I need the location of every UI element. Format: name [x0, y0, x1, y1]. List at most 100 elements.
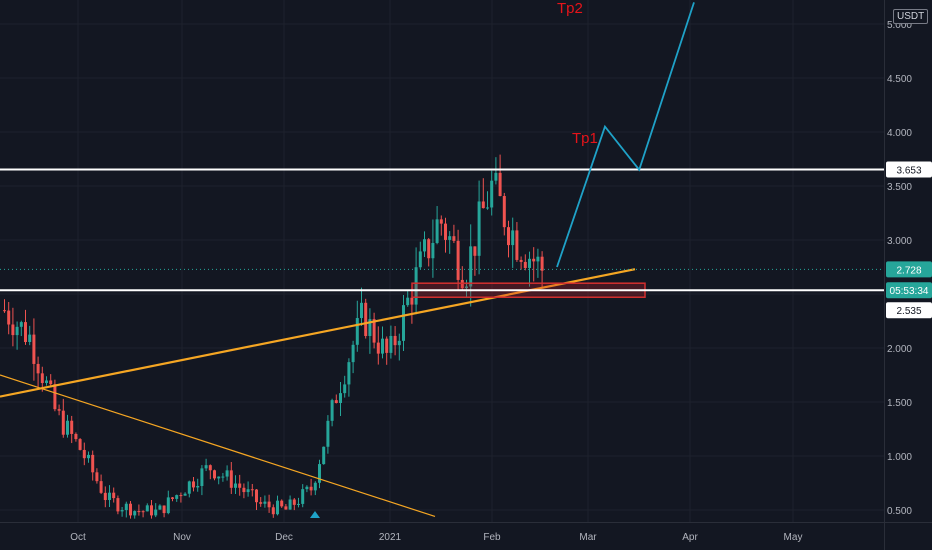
candle-body [162, 505, 166, 514]
candle-body [137, 511, 141, 513]
candle-body [372, 319, 376, 343]
candle-body [347, 362, 351, 385]
candle-body [494, 172, 498, 181]
candle-body [53, 384, 57, 410]
tp2-label: Tp2 [557, 0, 583, 17]
candle-body [158, 505, 162, 510]
candle-body [7, 310, 11, 325]
candle-body [246, 489, 250, 493]
x-axis-separator [0, 522, 932, 523]
candle-body [112, 492, 116, 499]
current-price-label: 2.728 [896, 265, 921, 276]
candle-body [502, 196, 506, 228]
candle-body [532, 258, 536, 262]
y-tick-label: 4.500 [887, 74, 912, 85]
candle-body [145, 505, 149, 512]
candle-body [431, 242, 435, 259]
candle-body [452, 236, 456, 241]
candle-body [87, 454, 90, 459]
candle-body [288, 499, 292, 510]
candle-body [242, 487, 246, 493]
y-axis: 0.5001.0001.5002.0002.5003.0003.5004.000… [886, 20, 932, 517]
candle-body [179, 495, 183, 497]
candle-body [368, 319, 372, 337]
candle-body [460, 279, 464, 289]
candle-body [78, 439, 82, 450]
candle-body [66, 420, 69, 435]
candle-body [456, 240, 460, 280]
candle-body [19, 322, 23, 327]
y-tick-label: 1.000 [887, 452, 912, 463]
candle-body [11, 324, 15, 336]
candle-body [45, 380, 48, 384]
candle-body [217, 476, 221, 479]
candle-body [271, 507, 275, 515]
resistance-label: 3.653 [896, 165, 921, 176]
candle-body [124, 503, 128, 511]
currency-label[interactable]: USDT [893, 9, 929, 24]
candle-body [183, 493, 187, 496]
candle-body [318, 464, 321, 483]
candle-body [32, 334, 36, 364]
y-tick-label: 2.000 [887, 344, 912, 355]
x-tick-label: Oct [70, 532, 86, 543]
candle-body [141, 511, 145, 513]
projection-path [556, 2, 695, 268]
candle-body [507, 227, 510, 246]
y-tick-label: 4.000 [887, 128, 912, 139]
candle-body [297, 503, 300, 505]
y-tick-label: 3.000 [887, 236, 912, 247]
y-axis-separator [884, 0, 885, 550]
candle-body [49, 380, 53, 385]
candle-body [528, 258, 531, 268]
candle-body [200, 468, 204, 486]
candle-body [292, 499, 296, 505]
x-tick-label: 2021 [379, 532, 402, 543]
candle-body [175, 495, 179, 499]
candle-body [70, 420, 74, 434]
candle-body [225, 470, 229, 477]
y-tick-label: 3.500 [887, 182, 912, 193]
candle-body [171, 497, 174, 499]
candle-body [204, 465, 208, 469]
x-axis: Oct Nov Dec 2021 Feb Mar Apr May [70, 532, 802, 543]
candle-body [192, 481, 195, 488]
x-tick-label: Feb [483, 532, 501, 543]
candle-body [444, 223, 447, 240]
candle-body [74, 433, 78, 440]
candle-body [402, 305, 405, 341]
candle-body [154, 509, 158, 516]
candle-body [414, 267, 418, 305]
candle-body [95, 472, 99, 482]
candle-body [519, 259, 523, 262]
candle-body [486, 207, 489, 209]
candle-body [213, 470, 216, 479]
x-tick-label: Apr [682, 532, 698, 543]
candle-body [364, 302, 368, 337]
countdown-label-box [886, 282, 932, 299]
candle-body [389, 335, 393, 353]
candle-body [469, 246, 473, 287]
x-tick-label: Dec [275, 532, 293, 543]
candle-body [523, 261, 527, 268]
candle-body [473, 246, 477, 256]
candle-body [108, 492, 111, 501]
candle-body [406, 297, 410, 306]
candle-body [99, 481, 103, 493]
candle-body [61, 410, 65, 435]
candle-body [40, 373, 44, 384]
candle-body [498, 172, 502, 197]
countdown-label: 05:53:34 [890, 286, 929, 297]
candle-body [36, 363, 40, 374]
candle-body [284, 506, 288, 510]
candle-body [334, 400, 338, 404]
candles [3, 154, 544, 519]
candle-body [91, 454, 95, 473]
candle-body [448, 236, 452, 240]
candle-body [208, 465, 212, 471]
y-tick-label: 5.000 [887, 20, 912, 31]
candle-body [339, 393, 342, 404]
candle-body [221, 476, 225, 478]
candle-body [326, 420, 330, 447]
